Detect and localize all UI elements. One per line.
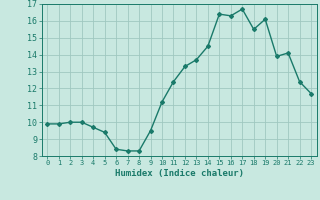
X-axis label: Humidex (Indice chaleur): Humidex (Indice chaleur)	[115, 169, 244, 178]
